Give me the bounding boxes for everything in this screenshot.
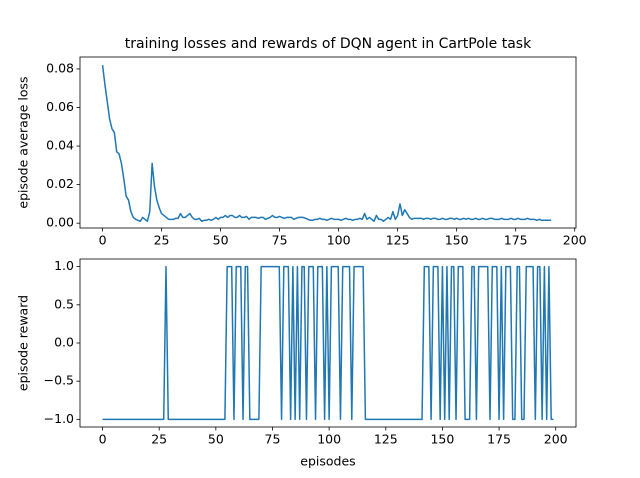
x-tick-label: 100: [327, 233, 351, 248]
x-tick-label: 50: [213, 233, 229, 248]
y-tick-label: 0.06: [46, 99, 74, 114]
x-tick-label: 175: [487, 432, 511, 447]
y-tick-label: 0.0: [54, 335, 74, 350]
axes-frame: [79, 258, 577, 428]
y-axis-label: episode average loss: [16, 76, 31, 208]
x-tick-label: 25: [151, 432, 167, 447]
x-tick-label: 0: [99, 432, 107, 447]
y-tick-label: 0.5: [54, 296, 74, 311]
x-tick-label: 200: [563, 233, 587, 248]
y-tick-label: 0.00: [46, 215, 74, 230]
y-tick-label: 0.04: [46, 138, 74, 153]
y-tick-label: 0.08: [46, 60, 74, 75]
axes-frame: [79, 56, 577, 229]
x-tick-label: 75: [265, 432, 281, 447]
x-tick-label: 25: [154, 233, 170, 248]
x-tick-label: 175: [504, 233, 528, 248]
y-tick-label: −1.0: [44, 411, 74, 426]
x-tick-label: 0: [99, 233, 107, 248]
chart-title: training losses and rewards of DQN agent…: [125, 36, 532, 52]
x-tick-label: 150: [430, 432, 454, 447]
data-line: [101, 65, 552, 222]
y-axis-label: episode reward: [16, 295, 31, 391]
x-tick-label: 50: [208, 432, 224, 447]
y-tick-label: 1.0: [54, 258, 74, 273]
x-tick-label: 125: [386, 233, 410, 248]
x-tick-label: 75: [272, 233, 288, 248]
data-line: [102, 265, 554, 421]
y-tick-label: 0.02: [46, 176, 74, 191]
x-tick-label: 200: [544, 432, 568, 447]
x-tick-label: 100: [317, 432, 341, 447]
y-tick-label: −0.5: [44, 373, 74, 388]
x-tick-label: 150: [445, 233, 469, 248]
x-axis-label: episodes: [300, 454, 355, 469]
x-tick-label: 125: [374, 432, 398, 447]
